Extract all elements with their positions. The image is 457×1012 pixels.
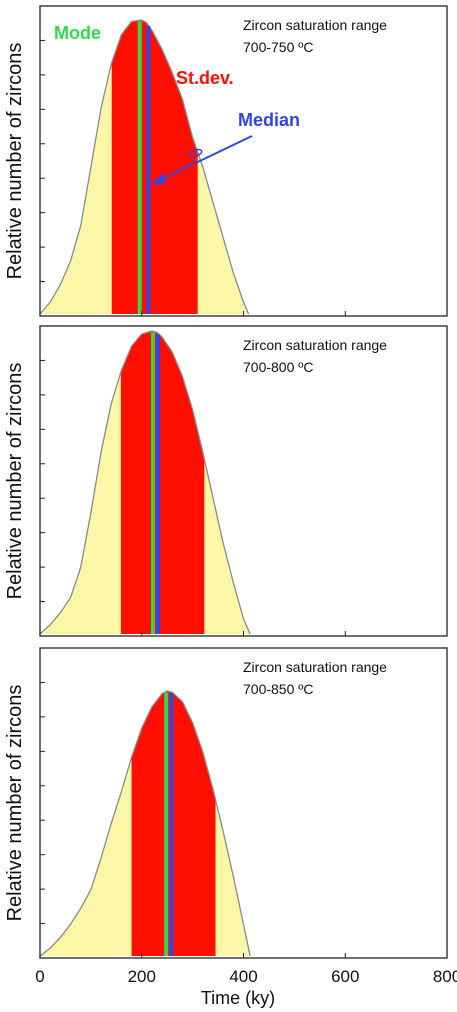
panel-title-line2: 700-750 ºC [243, 39, 314, 55]
plot-area [39, 19, 250, 315]
panel-700-750: Relative number of zircons Zircon satura… [4, 5, 448, 317]
plot-area [39, 690, 251, 957]
panel-title-line2: 700-800 ºC [243, 359, 314, 375]
panel-title-line2: 700-850 ºC [243, 681, 314, 697]
y-axis-ticks [39, 681, 448, 958]
y-axis-label: Relative number of zircons [4, 363, 26, 600]
plot-area [39, 330, 251, 635]
panel-title-line1: Zircon saturation range [243, 337, 387, 353]
mode-annotation: Mode [54, 23, 101, 43]
y-axis-label: Relative number of zircons [4, 685, 26, 922]
x-axis-label: Time (ky) [201, 988, 275, 1008]
x-tick-label: 200 [128, 967, 156, 986]
panel-title-line1: Zircon saturation range [243, 17, 387, 33]
stdev-region [111, 20, 198, 314]
panel-700-800: Relative number of zircons Zircon satura… [4, 325, 448, 637]
stdev-annotation: St.dev. [176, 68, 234, 88]
distribution-outline [39, 19, 250, 315]
y-axis-ticks [39, 39, 448, 316]
y-axis-label: Relative number of zircons [4, 43, 26, 280]
median-annotation: Median [238, 110, 300, 130]
x-tick-label: 0 [35, 967, 44, 986]
x-tick-label: 600 [331, 967, 359, 986]
distribution-outline [39, 330, 251, 635]
x-tick-label: 800 [433, 967, 457, 986]
stdev-region [131, 691, 216, 956]
x-axis-tick-labels: 0 200 400 600 800 [35, 967, 457, 986]
distribution-outline [39, 690, 251, 957]
median-arrow [151, 135, 253, 185]
x-tick-label: 400 [229, 967, 257, 986]
panel-title-line1: Zircon saturation range [243, 659, 387, 675]
stdev-region [120, 331, 205, 634]
panel-700-850: Relative number of zircons Zircon satura… [4, 647, 448, 959]
y-axis-ticks [39, 359, 448, 636]
